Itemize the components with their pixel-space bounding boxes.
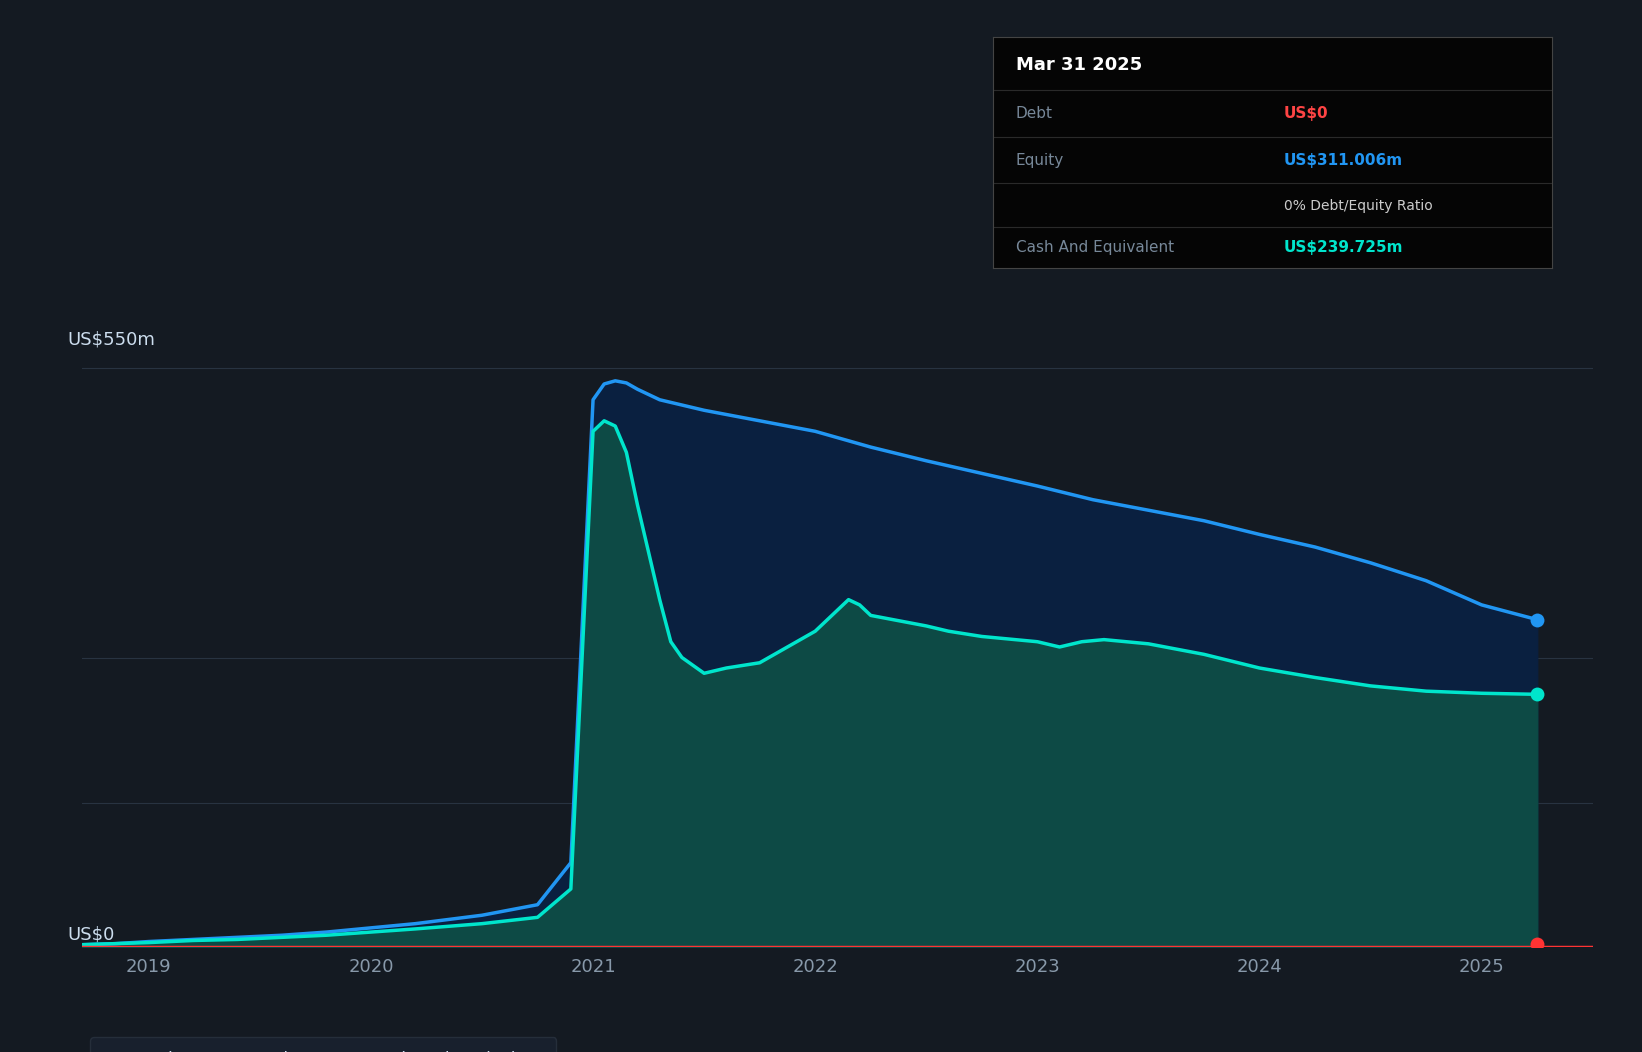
Text: 0% Debt/Equity Ratio: 0% Debt/Equity Ratio [1284,199,1432,213]
Text: Debt: Debt [1016,105,1053,121]
Text: Cash And Equivalent: Cash And Equivalent [1016,240,1174,255]
Text: US$0: US$0 [1284,105,1328,121]
Text: US$0: US$0 [67,926,115,944]
Legend: Debt, Equity, Cash And Equivalent: Debt, Equity, Cash And Equivalent [90,1037,557,1052]
Text: Equity: Equity [1016,154,1064,168]
Text: US$311.006m: US$311.006m [1284,154,1402,168]
Text: US$239.725m: US$239.725m [1284,240,1404,255]
Text: Mar 31 2025: Mar 31 2025 [1016,56,1141,74]
Text: US$550m: US$550m [67,330,154,348]
